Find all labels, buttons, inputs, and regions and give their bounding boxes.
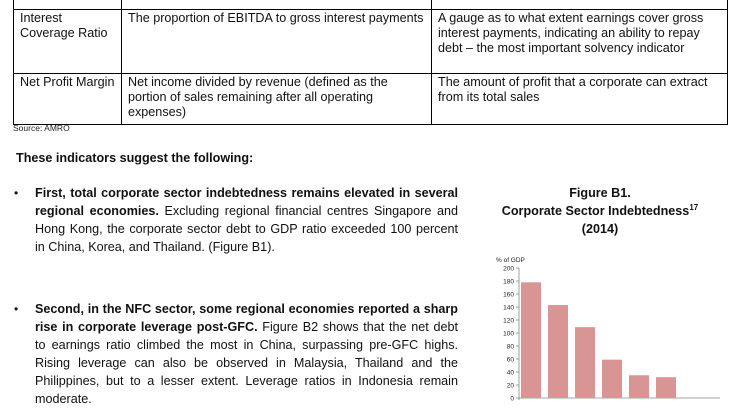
term-cell <box>13 0 122 10</box>
meaning-cell: A gauge as to what extent earnings cover… <box>431 9 728 74</box>
table-source: Source: AMRO <box>13 123 70 133</box>
bullet-icon: • <box>14 302 19 316</box>
y-tick-label: 0 <box>510 395 514 402</box>
chart-bar <box>629 375 649 398</box>
figure-year: (2014) <box>581 222 619 236</box>
table-row: Net Profit Margin Net income divided by r… <box>13 73 728 125</box>
footnote-ref: 17 <box>689 202 699 212</box>
figure-title: Corporate Sector Indebtedness17 <box>470 202 730 220</box>
y-axis-label: % of GDP <box>496 257 525 264</box>
term-cell: Net Profit Margin <box>13 73 122 125</box>
chart-bar <box>602 359 622 398</box>
meaning-cell <box>431 0 728 10</box>
definition-cell: The proportion of EBITDA to gross intere… <box>121 9 432 74</box>
figure-label: Figure B1. <box>569 186 631 200</box>
chart-bar <box>521 282 541 398</box>
y-tick-label: 140 <box>503 304 514 311</box>
corporate-indebtedness-chart: % of GDP 0 20 40 60 80 100 120 140 160 180 200 <box>496 257 720 402</box>
meaning-cell: The amount of profit that a corporate ca… <box>431 73 728 125</box>
table-row: Interest Coverage Ratio The proportion of… <box>13 9 728 74</box>
y-tick-label: 200 <box>503 265 514 272</box>
chart-bar <box>575 327 595 398</box>
bullet-paragraph: • First, total corporate sector indebted… <box>14 184 458 256</box>
bullet-text: Figure B2 shows that the net debt to ear… <box>35 320 459 406</box>
y-tick-label: 120 <box>503 317 514 324</box>
y-tick-label: 160 <box>503 291 514 298</box>
definitions-table: Interest Coverage Ratio The proportion of… <box>13 0 728 125</box>
y-tick-label: 20 <box>507 382 515 389</box>
figure-title-text: Corporate Sector Indebtedness <box>501 204 690 218</box>
bullet-paragraph: • Second, in the NFC sector, some region… <box>14 300 459 408</box>
y-tick-label: 60 <box>507 356 515 363</box>
term-cell: Interest Coverage Ratio <box>13 9 122 74</box>
y-tick-label: 40 <box>507 369 515 376</box>
bullet-icon: • <box>14 186 19 200</box>
bullet-lead: Second, in the NFC sector, some regional… <box>35 302 458 334</box>
intro-heading: These indicators suggest the following: <box>16 151 254 165</box>
y-tick-label: 180 <box>503 278 514 285</box>
y-tick-label: 80 <box>507 343 515 350</box>
definition-cell: Net income divided by revenue (defined a… <box>121 73 432 125</box>
chart-bar <box>548 305 568 398</box>
y-tick-label: 100 <box>503 330 514 337</box>
chart-bar <box>656 377 676 398</box>
bullet-lead: First, total corporate sector indebtedne… <box>35 186 458 218</box>
table-row <box>13 0 728 10</box>
bullet-text: Excluding regional financial centres Sin… <box>35 204 458 254</box>
definition-cell <box>121 0 432 10</box>
